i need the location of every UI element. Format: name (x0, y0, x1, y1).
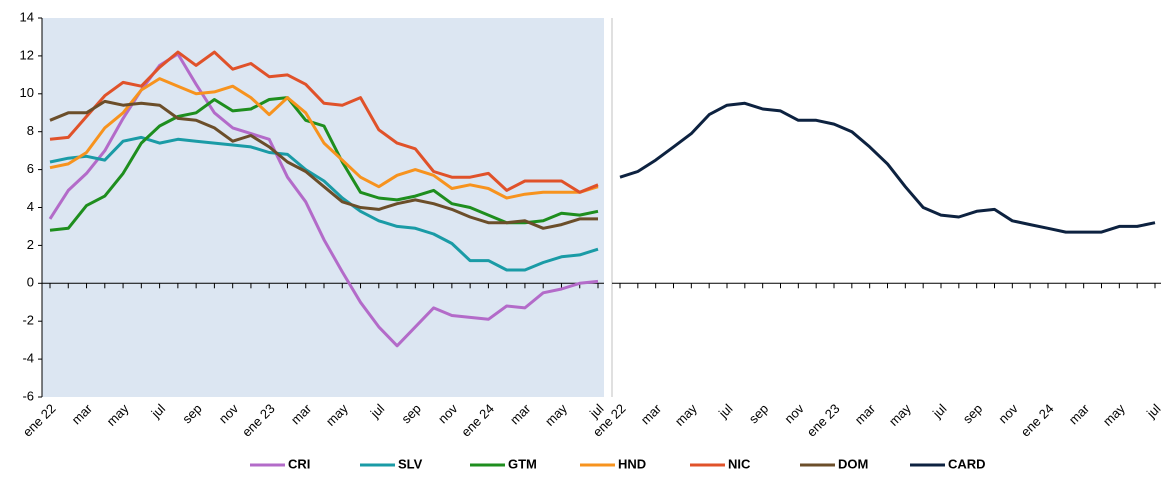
x-tick-label: may (886, 401, 914, 429)
x-tick-label: may (323, 401, 351, 429)
x-tick-label: nov (216, 401, 242, 427)
x-tick-label: jul (148, 401, 169, 422)
x-tick-label: may (104, 401, 132, 429)
series-line (49, 50, 599, 194)
legend-label: HND (618, 456, 646, 471)
legend-label: CRI (288, 456, 310, 471)
plot-background (42, 18, 604, 397)
series-line (619, 101, 1156, 234)
plot-background (612, 18, 1161, 397)
x-tick-label: ene 23 (804, 401, 843, 440)
x-tick-label: jul (929, 401, 950, 422)
y-tick-label: -4 (22, 351, 34, 366)
y-tick-label: 2 (27, 237, 34, 252)
legend-label: SLV (398, 456, 423, 471)
legend-label: GTM (508, 456, 537, 471)
legend-label: DOM (838, 456, 868, 471)
y-tick-label: 4 (27, 199, 34, 214)
x-tick-label: ene 24 (458, 401, 497, 440)
x-tick-label: nov (435, 401, 461, 427)
x-tick-label: sep (398, 401, 423, 426)
x-tick-label: ene 22 (20, 401, 59, 440)
x-tick-label: sep (746, 401, 771, 426)
x-tick-label: mar (69, 400, 96, 427)
x-tick-label: may (672, 401, 700, 429)
legend-label: NIC (728, 456, 751, 471)
x-tick-label: mar (852, 400, 879, 427)
x-tick-label: jul (367, 401, 388, 422)
series-line (49, 135, 599, 272)
y-tick-label: 8 (27, 123, 34, 138)
x-tick-label: nov (781, 401, 807, 427)
series-line (49, 99, 598, 230)
legend: CRI SLV GTM HND NIC DOM CARD (250, 456, 986, 471)
y-tick-label: 12 (20, 47, 34, 62)
x-tick-label: may (542, 401, 570, 429)
y-tick-label: 10 (20, 85, 34, 100)
x-tick-label: ene 24 (1018, 401, 1057, 440)
y-tick-label: -2 (22, 313, 34, 328)
x-tick-label: sep (179, 401, 204, 426)
series-line (49, 77, 599, 200)
x-tick-label: nov (995, 401, 1021, 427)
x-tick-label: mar (507, 400, 534, 427)
x-tick-label: sep (960, 401, 985, 426)
x-tick-label: jul (1143, 401, 1161, 422)
x-tick-label: jul (715, 401, 736, 422)
y-tick-label: 0 (27, 275, 34, 290)
x-tick-label: mar (1066, 400, 1093, 427)
y-tick-label: 6 (27, 161, 34, 176)
x-tick-label: may (1100, 401, 1128, 429)
y-tick-label: 14 (20, 9, 34, 24)
y-tick-label: -6 (22, 388, 34, 403)
x-tick-label: ene 23 (239, 401, 278, 440)
x-tick-label: mar (638, 400, 665, 427)
x-tick-label: mar (288, 400, 315, 427)
legend-label: CARD (948, 456, 986, 471)
